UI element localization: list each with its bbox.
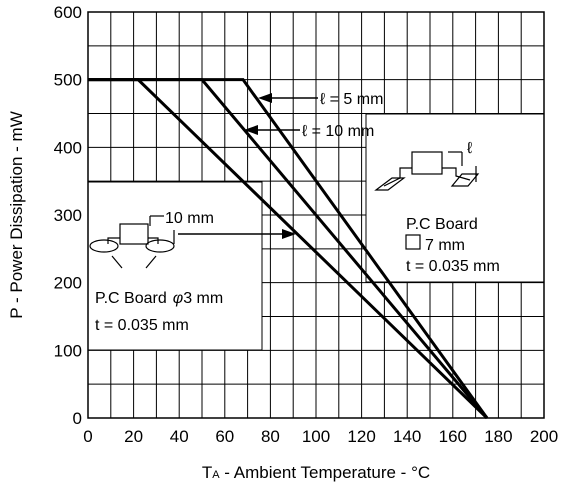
series-line-3 (88, 78, 489, 420)
y-axis-title: P - Power Dissipation - mW (7, 111, 26, 319)
plot-frame (87, 11, 545, 419)
y-tick-label: 200 (54, 274, 82, 293)
label-l5-text: ℓ = 5 mm (320, 91, 383, 108)
component-drawing-icon (374, 151, 480, 191)
annotation-boxes (87, 113, 545, 351)
pcb-phi-line1: P.C Board φ3 mm (95, 290, 223, 307)
series-layer (88, 78, 489, 420)
x-tick-label: 140 (393, 427, 421, 446)
pcb-phi-box (87, 181, 263, 351)
y-tick-label: 300 (54, 206, 82, 225)
tick-labels: 0 20 40 60 80 100 120 140 160 180 200 0 100 200 300 400… (54, 3, 559, 446)
square-symbol-icon (405, 234, 421, 250)
axial-component-icon (89, 215, 296, 269)
pcb-square-annotation: ℓ P.C Board 7 mm t = 0.035 mm (374, 140, 500, 275)
y-tick-label: 400 (54, 138, 82, 157)
pcb-square-line1: P.C Board (406, 216, 478, 233)
x-axis-title-main: T (202, 463, 212, 482)
x-tick-label: 200 (530, 427, 558, 446)
x-tick-label: 100 (302, 427, 330, 446)
x-tick-label: 160 (439, 427, 467, 446)
dim-10mm: 10 mm (165, 210, 214, 227)
pcb-square-line3: t = 0.035 mm (406, 258, 500, 275)
pcb-square-line2: 7 mm (425, 237, 465, 254)
x-tick-label: 20 (124, 427, 143, 446)
y-tick-label: 500 (54, 71, 82, 90)
y-tick-label: 600 (54, 3, 82, 22)
label-l10: ℓ = 10 mm (244, 123, 374, 140)
pcb-square-box (365, 113, 545, 283)
x-tick-label: 120 (347, 427, 375, 446)
x-tick-label: 0 (83, 427, 92, 446)
pcb-phi-annotation: 10 mm P.C Board φ3 mm t = 0.035 mm (89, 210, 296, 334)
pcb-phi-line2: t = 0.035 mm (95, 317, 189, 334)
phi-symbol: φ (173, 290, 183, 307)
x-tick-label: 180 (484, 427, 512, 446)
label-l5: ℓ = 5 mm (258, 91, 383, 108)
y-tick-label: 0 (73, 409, 82, 428)
ell-symbol: ℓ (467, 140, 472, 157)
x-axis-title-rest: - Ambient Temperature - °C (220, 463, 431, 482)
y-tick-label: 100 (54, 341, 82, 360)
pcb-phi-line1-text: P.C Board (95, 290, 167, 307)
x-tick-label: 40 (170, 427, 189, 446)
pcb-phi-value: 3 mm (183, 290, 223, 307)
x-tick-label: 60 (215, 427, 234, 446)
label-l10-text: ℓ = 10 mm (302, 123, 374, 140)
x-axis-title-sub: A (212, 469, 220, 481)
x-tick-label: 80 (261, 427, 280, 446)
x-axis-title: TA - Ambient Temperature - °C (202, 463, 430, 482)
